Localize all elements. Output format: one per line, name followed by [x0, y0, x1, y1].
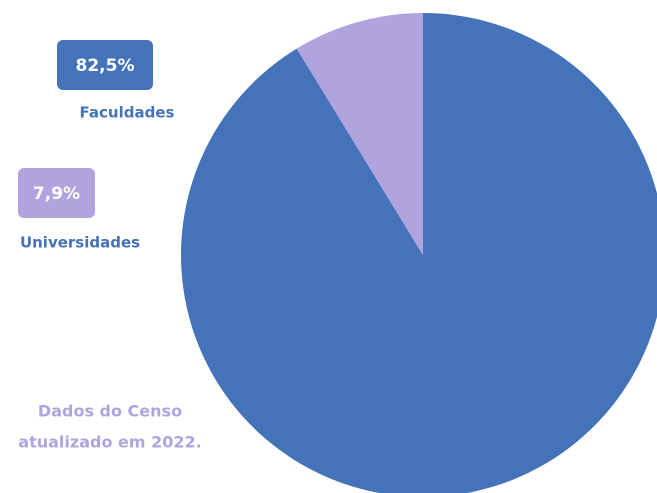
legend-swatch — [18, 168, 95, 218]
value-label: 82,5% — [76, 56, 135, 76]
value-label: 7,9% — [33, 184, 80, 204]
annotation: atualizado em 2022. — [18, 433, 201, 452]
legend-swatch — [57, 40, 153, 90]
legend-label: Faculdades — [80, 104, 175, 122]
annotation: Dados do Censo — [38, 402, 182, 421]
pie-slice — [181, 13, 657, 493]
legend-label: Universidades — [20, 234, 140, 252]
pie-slice — [296, 13, 423, 255]
